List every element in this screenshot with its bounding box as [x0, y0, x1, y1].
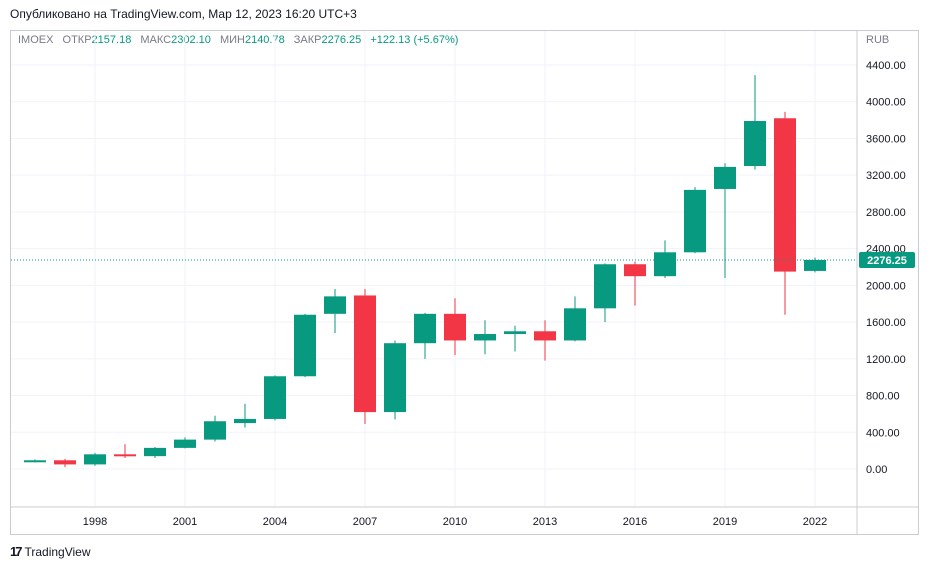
legend-open-label: ОТКР [62, 34, 92, 46]
legend-high-value: 2302.10 [171, 34, 211, 46]
legend-high-label: МАКС [140, 34, 172, 46]
candle-body [234, 418, 256, 424]
chart-frame [10, 30, 919, 535]
legend-symbol[interactable]: IMOEX [18, 34, 54, 46]
candle-body [24, 460, 46, 463]
candle-body [444, 313, 466, 341]
last-price-label: 2276.25 [867, 255, 907, 267]
candle-body [474, 334, 496, 341]
candle-body [564, 308, 586, 341]
legend-low-label: МИН [219, 34, 245, 46]
y-tick-label: 0.00 [866, 464, 887, 476]
candle-body [414, 313, 436, 344]
x-tick-label: 1998 [83, 516, 107, 528]
candle-body [744, 121, 766, 166]
currency-label[interactable]: RUB [866, 34, 890, 46]
candle-body [774, 118, 796, 272]
candle-body [624, 264, 646, 277]
candle-body [114, 454, 136, 457]
legend-close-label: ЗАКР [293, 34, 322, 46]
candle-body [384, 343, 406, 413]
x-tick-label: 2004 [263, 516, 287, 528]
tradingview-logo-icon: 17 [10, 544, 23, 559]
candle-body [204, 421, 226, 440]
y-tick-label: 3600.00 [866, 133, 906, 145]
x-tick-label: 2019 [713, 516, 737, 528]
y-tick-label: 2000.00 [866, 280, 906, 292]
tradingview-brand: TradingView [24, 544, 91, 559]
candle-body [654, 252, 676, 277]
candle-body [54, 460, 76, 465]
legend-change: +122.13 (+5.67%) [370, 34, 459, 46]
x-tick-label: 2022 [803, 516, 827, 528]
candle-body [144, 447, 166, 457]
x-tick-label: 2016 [623, 516, 647, 528]
x-tick-label: 2001 [173, 516, 197, 528]
published-header: Опубликовано на TradingView.com, Мар 12,… [10, 7, 357, 21]
candle-body [324, 296, 346, 314]
x-tick-label: 2013 [533, 516, 557, 528]
candle-body [714, 166, 736, 189]
legend-close-value: 2276.25 [321, 34, 362, 46]
y-tick-label: 4400.00 [866, 60, 906, 72]
candle-body [594, 264, 616, 309]
y-tick-label: 4000.00 [866, 97, 906, 109]
tradingview-footer[interactable]: 17 TradingView [10, 544, 91, 559]
candle-body [804, 259, 826, 271]
candle-body [684, 189, 706, 253]
candle-body [504, 331, 526, 335]
legend-open-value: 2157.18 [91, 34, 132, 46]
candle-body [534, 331, 556, 341]
candle-body [264, 376, 286, 419]
y-tick-label: 2800.00 [866, 207, 906, 219]
y-tick-label: 800.00 [866, 391, 900, 403]
x-tick-label: 2010 [443, 516, 467, 528]
candle-body [174, 439, 196, 448]
last-price-badge [859, 251, 915, 268]
y-tick-label: 1200.00 [866, 354, 906, 366]
y-tick-label: 1600.00 [866, 317, 906, 329]
x-tick-label: 2007 [353, 516, 377, 528]
candle-body [84, 454, 106, 465]
candle-body [294, 314, 316, 377]
y-tick-label: 400.00 [866, 427, 900, 439]
y-tick-label: 3200.00 [866, 170, 906, 182]
candle-body [354, 295, 376, 413]
